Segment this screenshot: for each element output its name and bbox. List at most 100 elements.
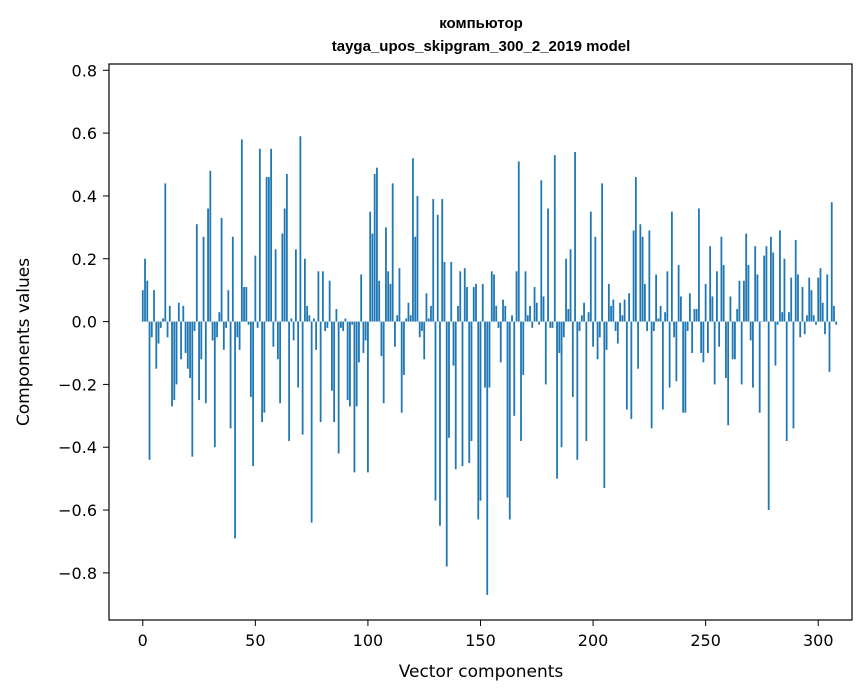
bar-190 <box>569 249 572 322</box>
bar-169 <box>522 321 525 375</box>
bar-158 <box>497 321 500 328</box>
bar-262 <box>731 321 734 360</box>
bar-168 <box>520 321 522 441</box>
bar-94 <box>353 321 356 473</box>
bar-284 <box>781 312 784 322</box>
plot-area-frame <box>108 63 853 621</box>
bar-96 <box>358 321 360 363</box>
bar-202 <box>596 321 599 360</box>
bar-102 <box>371 233 374 322</box>
bar-183 <box>553 155 556 322</box>
bar-103 <box>373 173 376 322</box>
bar-159 <box>499 321 502 363</box>
bar-240 <box>682 321 685 413</box>
bar-222 <box>641 236 644 322</box>
bar-52 <box>258 148 261 322</box>
bar-300 <box>817 277 820 322</box>
bar-131 <box>436 214 439 322</box>
bar-53 <box>261 321 263 423</box>
bar-245 <box>693 309 696 322</box>
bar-223 <box>643 283 646 322</box>
bar-170 <box>524 271 527 322</box>
bar-224 <box>646 321 649 331</box>
bar-100 <box>367 321 369 473</box>
bar-146 <box>470 321 473 441</box>
bar-147 <box>472 287 475 322</box>
bar-118 <box>407 302 410 322</box>
bar-188 <box>565 258 567 322</box>
bar-280 <box>772 252 775 322</box>
bar-160 <box>502 299 504 322</box>
bar-18 <box>182 305 185 322</box>
bar-215 <box>625 321 628 410</box>
bar-257 <box>720 236 723 322</box>
bar-253 <box>711 296 714 322</box>
bar-191 <box>571 321 574 397</box>
bar-304 <box>826 274 829 322</box>
bar-267 <box>743 280 745 322</box>
bar-11 <box>166 321 169 338</box>
bar-209 <box>612 299 615 322</box>
bar-108 <box>385 227 387 322</box>
bar-71 <box>301 321 304 435</box>
bar-274 <box>758 321 761 413</box>
y-tick-label: −0.4 <box>58 438 97 457</box>
bar-85 <box>333 321 336 423</box>
bar-2 <box>146 280 149 322</box>
bar-140 <box>457 305 459 322</box>
bar-123 <box>418 321 421 338</box>
bar-145 <box>468 321 471 463</box>
bar-243 <box>688 293 691 322</box>
bar-260 <box>727 321 730 426</box>
bar-227 <box>652 321 655 331</box>
bar-14 <box>173 321 176 401</box>
bar-134 <box>443 261 446 322</box>
bar-87 <box>337 321 340 454</box>
bar-263 <box>734 321 736 360</box>
bar-41 <box>234 321 236 539</box>
bar-189 <box>567 309 570 322</box>
bar-46 <box>245 287 248 322</box>
bar-5 <box>153 290 155 322</box>
x-tick-label: 300 <box>803 631 834 650</box>
bar-74 <box>308 315 311 322</box>
bar-302 <box>821 302 824 322</box>
bar-195 <box>580 315 583 322</box>
bar-207 <box>607 283 610 322</box>
bar-181 <box>549 321 552 328</box>
bar-92 <box>349 321 351 407</box>
bar-36 <box>222 321 225 350</box>
bar-281 <box>774 321 777 366</box>
bar-124 <box>421 321 423 331</box>
bar-54 <box>263 321 266 413</box>
bar-293 <box>801 287 804 322</box>
bar-105 <box>378 280 381 322</box>
bar-127 <box>427 318 430 322</box>
bar-99 <box>364 321 367 341</box>
y-tick-label: −0.6 <box>58 501 97 520</box>
bar-75 <box>310 321 313 523</box>
bar-115 <box>400 321 403 413</box>
bar-45 <box>243 287 245 322</box>
bar-73 <box>306 305 309 322</box>
bar-13 <box>171 321 173 407</box>
bar-276 <box>763 255 766 322</box>
bar-301 <box>819 268 822 322</box>
bar-66 <box>290 318 293 322</box>
bar-31 <box>211 321 214 341</box>
bar-298 <box>812 315 815 322</box>
bar-233 <box>666 271 669 322</box>
bar-264 <box>736 309 739 322</box>
bar-137 <box>450 261 453 322</box>
bar-200 <box>592 321 594 347</box>
bar-60 <box>276 321 279 360</box>
bar-272 <box>754 246 757 322</box>
bar-49 <box>252 321 254 467</box>
bar-212 <box>619 302 621 322</box>
bar-308 <box>835 321 838 325</box>
bar-15 <box>175 321 178 385</box>
bar-107 <box>382 321 385 404</box>
bar-259 <box>725 321 727 379</box>
bar-32 <box>213 321 216 448</box>
bar-38 <box>227 290 230 322</box>
